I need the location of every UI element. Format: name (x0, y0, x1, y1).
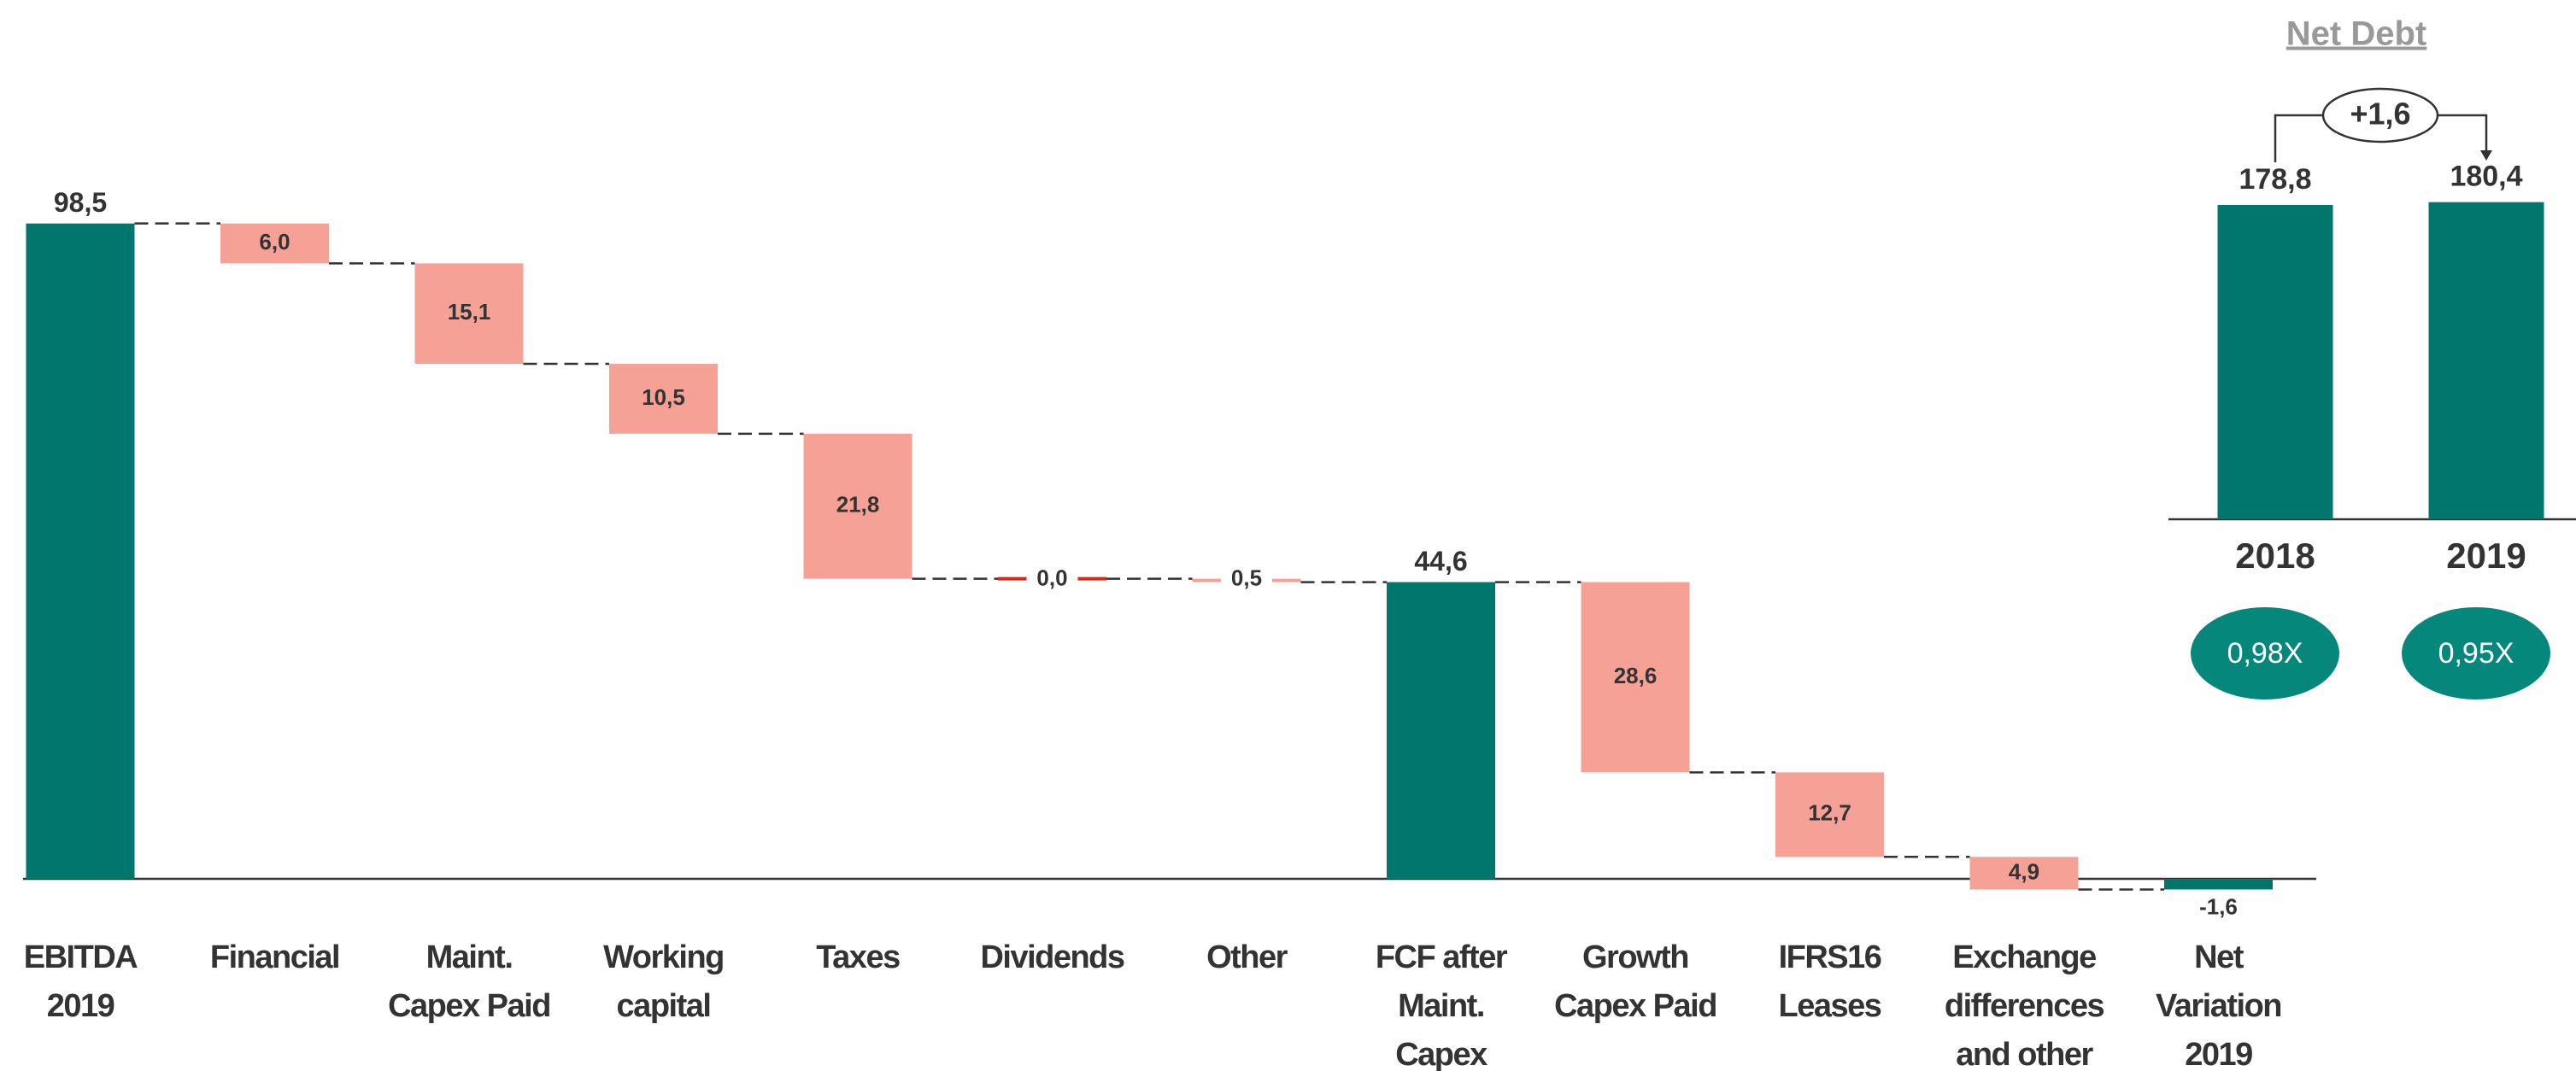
x-tick-label: Other (1206, 939, 1288, 975)
bar (1581, 582, 1690, 773)
value-label: 21,8 (836, 492, 880, 518)
x-tick-label: 2019 (2446, 536, 2526, 576)
label-bg (1221, 565, 1272, 593)
bar (2164, 879, 2273, 890)
x-tick-label-line: IFRS16 (1779, 939, 1881, 975)
bar (220, 223, 329, 264)
change-label: +1,6 (2350, 97, 2410, 132)
ratio-badge (2191, 607, 2339, 699)
change-bracket (2274, 114, 2488, 162)
x-tick-label-line: 2019 (47, 988, 114, 1024)
x-tick-label-line: Net (2194, 939, 2244, 975)
bar (1775, 772, 1884, 857)
x-tick-label: IFRS16 Leases (1779, 939, 1881, 1024)
value-label: 180,4 (2450, 161, 2522, 193)
x-tick-label: Maint. Capex Paid (388, 939, 550, 1024)
x-tick-label: Taxes (816, 939, 900, 975)
x-tick-label: Dividends (980, 939, 1124, 975)
bar (414, 263, 524, 365)
x-tick-label-line: Financial (210, 939, 339, 975)
x-tick-label-line: EBITDA (24, 939, 138, 975)
bar (609, 364, 718, 434)
bar (1969, 857, 2079, 890)
value-label: 98,5 (54, 187, 107, 218)
x-tick-label-line: and other (1956, 1037, 2093, 1071)
net-debt-title: Net Debt (2286, 15, 2426, 53)
x-tick-label: Net Variation 2019 (2156, 939, 2281, 1071)
x-tick-label-line: 2019 (2185, 1037, 2252, 1071)
x-tick-label-line: Maint. (1398, 988, 1484, 1024)
x-tick-label-line: Growth (1582, 939, 1688, 975)
x-tick-label-line: Capex Paid (1554, 988, 1716, 1024)
x-tick-label-line: FCF after (1376, 939, 1508, 975)
x-tick-label-line: Exchange (1952, 939, 2096, 975)
value-label: 0,0 (1036, 565, 1067, 591)
value-label: 44,6 (1414, 546, 1467, 576)
bar (2217, 204, 2333, 519)
value-label: 15,1 (448, 299, 491, 325)
x-tick-label-line: Taxes (816, 939, 900, 975)
x-tick-label: Financial (210, 939, 339, 975)
x-tick-label: Exchange differences and other (1945, 939, 2104, 1071)
value-label: 10,5 (642, 384, 685, 410)
x-tick-label-line: Working (603, 939, 724, 975)
ratio-badge (2402, 607, 2550, 699)
x-tick-label-line: Capex Paid (388, 988, 550, 1024)
bar (2428, 202, 2544, 520)
x-tick-label-line: Leases (1779, 988, 1881, 1024)
ratio-label: 0,95X (2438, 637, 2514, 670)
x-tick-label: 2018 (2235, 536, 2315, 576)
x-tick-label-line: Maint. (426, 939, 513, 975)
value-label: 6,0 (259, 229, 290, 255)
value-label: -1,6 (2199, 893, 2238, 919)
ratio-label: 0,98X (2227, 637, 2303, 670)
change-badge (2321, 87, 2439, 143)
change-arrow (2480, 150, 2492, 161)
x-tick-label: FCF after Maint. Capex (1376, 939, 1508, 1071)
label-bg (1026, 565, 1078, 593)
x-tick-label-line: Capex (1395, 1037, 1488, 1071)
bar (1387, 582, 1495, 879)
x-tick-label-line: Dividends (980, 939, 1124, 975)
x-tick-label: Growth Capex Paid (1554, 939, 1716, 1024)
x-tick-label-line: differences (1945, 988, 2104, 1024)
x-tick-label-line: Other (1206, 939, 1288, 975)
value-label: 12,7 (1808, 800, 1851, 826)
x-tick-label-line: capital (617, 988, 711, 1024)
value-label: 4,9 (2009, 858, 2039, 884)
x-tick-label-line: Variation (2156, 988, 2281, 1024)
x-tick-label: Working capital (603, 939, 724, 1024)
bar (803, 433, 912, 579)
value-label: 0,5 (1231, 565, 1262, 591)
bar (26, 223, 135, 879)
value-label: 178,8 (2239, 163, 2311, 196)
x-tick-label: EBITDA 2019 (24, 939, 138, 1024)
value-label: 28,6 (1614, 663, 1658, 688)
